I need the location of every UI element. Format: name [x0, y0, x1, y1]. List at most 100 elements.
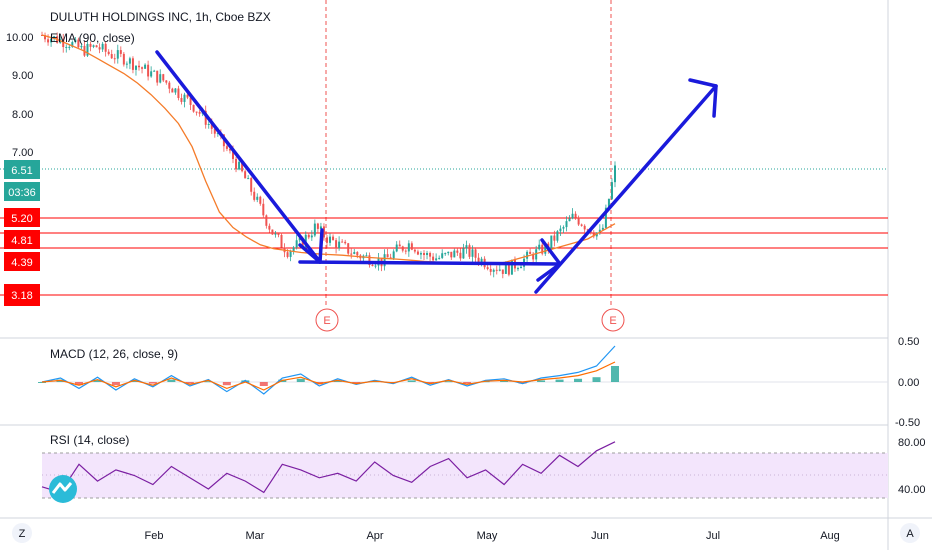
candle-body: [371, 265, 374, 267]
candle-body: [131, 58, 134, 70]
timezone-button[interactable]: Z: [12, 523, 32, 543]
level-tag-4-81[interactable]: [4, 230, 40, 249]
candle-body: [583, 225, 586, 230]
candle-body: [598, 229, 601, 233]
candle-body: [65, 46, 68, 48]
candle-body: [104, 43, 107, 52]
macd-indicator-label[interactable]: MACD (12, 26, close, 9): [50, 347, 178, 361]
time-label-aug: Aug: [820, 530, 840, 542]
candle-body: [134, 65, 137, 70]
candle-body: [426, 252, 429, 255]
candle-body: [247, 178, 250, 180]
level-tag-3-18[interactable]: [4, 284, 40, 306]
candle-body: [438, 257, 441, 259]
time-label-feb: Feb: [145, 530, 164, 542]
candle-body: [413, 249, 416, 252]
candle-body: [44, 35, 47, 40]
time-label-may: May: [477, 530, 498, 542]
candle-body: [150, 71, 153, 77]
current-price-tag[interactable]: [4, 160, 40, 179]
candle-body: [80, 45, 83, 48]
candle-body: [532, 253, 535, 260]
candle-body: [153, 70, 156, 72]
downtrend-arrow-line[interactable]: [155, 50, 322, 264]
macd-histogram-bar: [592, 377, 601, 382]
candle-body: [286, 252, 289, 257]
candle-body: [47, 39, 50, 43]
candle-body: [541, 244, 544, 254]
candle-body: [177, 88, 180, 99]
candle-body: [204, 110, 207, 125]
candle-body: [235, 158, 238, 170]
earnings-marker-2[interactable]: E: [601, 308, 625, 332]
tradingview-logo[interactable]: [49, 475, 77, 503]
candle-body: [368, 255, 371, 266]
candle-body: [50, 38, 53, 43]
ema-indicator-label[interactable]: EMA (90, close): [50, 31, 135, 45]
candle-body: [586, 229, 589, 231]
level-tag-5-20-label: 5.20: [11, 213, 32, 225]
candle-body: [453, 250, 456, 258]
rsi-tick-40: 40.00: [898, 484, 926, 496]
trend-drawing[interactable]: [155, 50, 718, 294]
macd-histogram-bar: [407, 380, 416, 382]
candle-body: [529, 251, 532, 254]
countdown-value: 03:36: [8, 187, 36, 199]
candle-body: [374, 265, 377, 267]
candle-body: [544, 243, 547, 254]
time-label-jul: Jul: [706, 530, 720, 542]
candle-body: [392, 251, 395, 259]
macd-histogram-bar: [74, 382, 83, 386]
candle-body: [147, 64, 150, 77]
base-arrow-line[interactable]: [298, 260, 562, 266]
macd-tick-pos: 0.50: [898, 336, 919, 348]
candle-body: [171, 88, 174, 93]
candle-body: [556, 231, 559, 241]
candle-body: [192, 104, 195, 112]
downtrend-arrowhead[interactable]: [298, 228, 324, 264]
candle-body: [344, 241, 347, 244]
candle-body: [404, 250, 407, 252]
candle-body: [268, 225, 271, 230]
candle-body: [86, 43, 89, 56]
rsi-indicator-label[interactable]: RSI (14, close): [50, 433, 129, 447]
candle-body: [447, 251, 450, 254]
candle-body: [89, 43, 92, 47]
candle-body: [210, 123, 213, 129]
candle-body: [144, 64, 147, 69]
candle-body: [110, 54, 113, 59]
earnings-marker-1-label: E: [323, 315, 330, 327]
candle-body: [614, 165, 616, 183]
candle-body: [298, 237, 301, 241]
candle-body: [250, 178, 253, 192]
ema-line: [41, 34, 616, 265]
candle-body: [520, 266, 523, 269]
candle-body: [107, 51, 110, 55]
time-axis[interactable]: Feb Mar Apr May Jun Jul Aug: [145, 530, 840, 542]
macd-histogram-bar: [555, 379, 564, 382]
candle-body: [98, 47, 101, 50]
macd-histogram-bar: [38, 382, 46, 383]
candle-body: [335, 240, 338, 249]
candle-body: [95, 45, 98, 48]
uptrend-arrow-line[interactable]: [534, 84, 718, 294]
candle-body: [304, 234, 307, 247]
candle-body: [277, 233, 280, 235]
candle-body: [435, 258, 438, 261]
level-tag-4-39[interactable]: [4, 252, 40, 271]
candle-body: [168, 82, 171, 89]
candle-body: [601, 227, 604, 230]
candle-body: [477, 257, 480, 263]
earnings-marker-1[interactable]: E: [315, 308, 339, 332]
level-tag-5-20[interactable]: [4, 208, 40, 227]
candle-body: [162, 74, 165, 81]
candle-body: [319, 226, 322, 229]
candle-body: [577, 217, 580, 225]
candle-body: [450, 251, 453, 258]
candle-body: [347, 243, 350, 254]
macd-histogram-bar: [148, 382, 157, 384]
uptrend-arrowhead[interactable]: [688, 78, 718, 118]
candle-body: [125, 63, 128, 65]
auto-scale-button[interactable]: A: [900, 523, 920, 543]
candle-body: [280, 234, 283, 248]
